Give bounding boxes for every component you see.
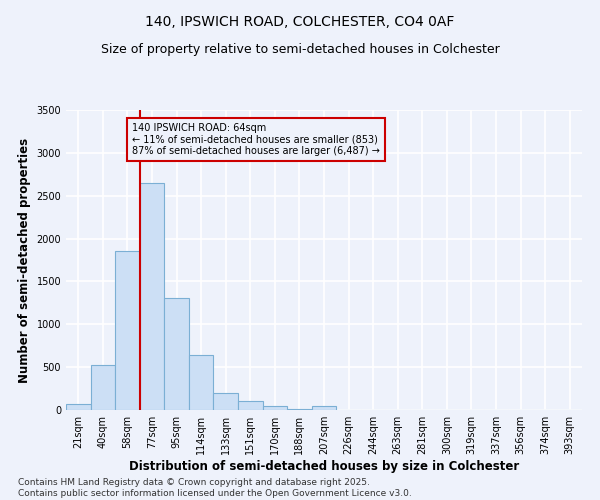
Bar xyxy=(189,355,214,410)
Text: 140 IPSWICH ROAD: 64sqm
← 11% of semi-detached houses are smaller (853)
87% of s: 140 IPSWICH ROAD: 64sqm ← 11% of semi-de… xyxy=(133,123,380,156)
Text: 140, IPSWICH ROAD, COLCHESTER, CO4 0AF: 140, IPSWICH ROAD, COLCHESTER, CO4 0AF xyxy=(145,15,455,29)
Text: Contains HM Land Registry data © Crown copyright and database right 2025.
Contai: Contains HM Land Registry data © Crown c… xyxy=(18,478,412,498)
Bar xyxy=(115,252,140,410)
Bar xyxy=(140,183,164,410)
Bar xyxy=(91,364,115,410)
Bar xyxy=(66,404,91,410)
Bar xyxy=(164,298,189,410)
Bar xyxy=(287,409,312,410)
Bar xyxy=(238,402,263,410)
Bar xyxy=(214,393,238,410)
Bar xyxy=(263,406,287,410)
Y-axis label: Number of semi-detached properties: Number of semi-detached properties xyxy=(18,138,31,382)
Text: Size of property relative to semi-detached houses in Colchester: Size of property relative to semi-detach… xyxy=(101,42,499,56)
Bar xyxy=(312,406,336,410)
X-axis label: Distribution of semi-detached houses by size in Colchester: Distribution of semi-detached houses by … xyxy=(129,460,519,473)
